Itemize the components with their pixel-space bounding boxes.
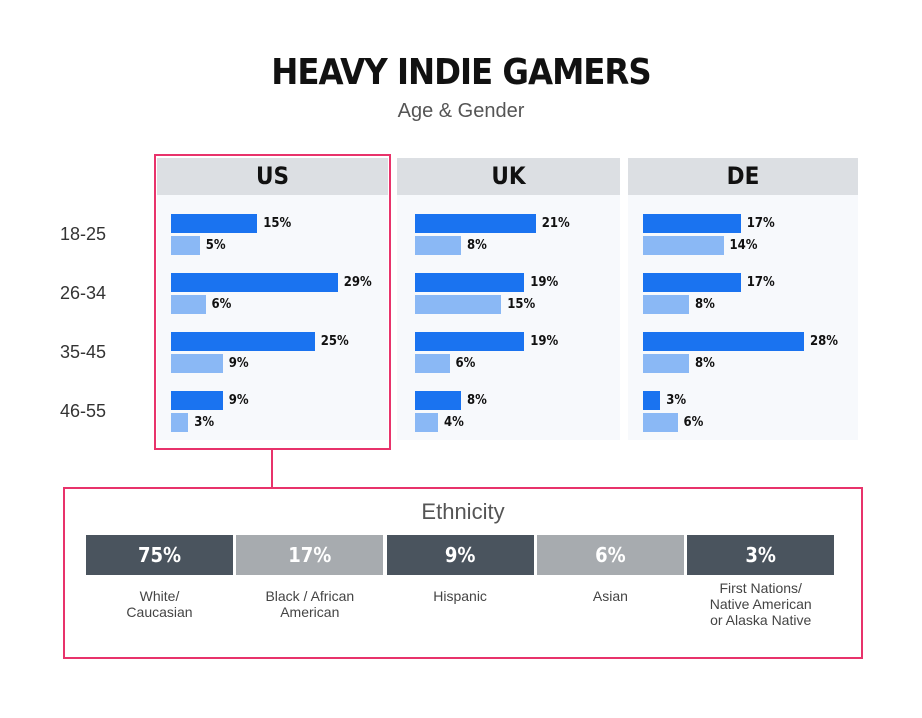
value-label: 9% [228,356,249,371]
value-label: 3% [666,393,687,408]
panel-header: US [157,158,388,195]
bar [643,273,741,292]
bar [643,214,741,233]
value-label: 8% [695,297,715,312]
bar [643,413,678,432]
stat-tile: 75% [86,535,233,575]
value-label: 25% [320,334,349,349]
age-label: 26-34 [60,283,107,303]
stat-tile: 6% [536,535,684,575]
value-label: 19% [530,275,559,290]
value-label: 15% [507,297,536,312]
bar [171,273,338,292]
value-label: 5% [205,238,226,253]
ethnicity-box [63,487,863,659]
bar [171,236,200,255]
stat-tile: 9% [386,535,534,575]
bar [171,214,258,233]
stat-label: Black / African American [265,588,355,620]
stat-label: First Nations/ Native American or Alaska… [709,580,812,628]
value-label: 28% [810,334,838,349]
stat-tile: 17% [236,535,384,575]
panel-header: UK [397,158,620,195]
value-label: 8% [467,393,487,408]
bar [171,332,315,351]
subtitle: Age & Gender [397,100,525,122]
title: HEAVY INDIE GAMERS [271,52,651,93]
value-label: 8% [467,238,487,253]
value-label: 19% [530,334,559,349]
bar [643,295,689,314]
bar [415,295,502,314]
value-label: 8% [695,356,715,371]
value-label: 17% [746,216,775,231]
ethnicity-title: Ethnicity [421,499,505,524]
bar [171,354,223,373]
bar [643,332,804,351]
value-label: 6% [683,415,704,430]
bar [415,273,525,292]
panel-bg [628,195,858,440]
value-label: 9% [228,393,249,408]
bar [415,354,450,373]
stat-tile: 3% [687,535,835,575]
panel-header: DE [628,158,858,195]
bar [171,295,206,314]
stat-label: White/ Caucasian [126,588,193,620]
bar [415,236,461,255]
connector [271,450,273,488]
value-label: 14% [729,238,758,253]
value-label: 3% [194,415,215,430]
bar [415,214,536,233]
value-label: 21% [541,216,570,231]
value-label: 6% [211,297,232,312]
bar [643,354,689,373]
bar [415,332,525,351]
bar [643,391,661,410]
age-label: 18-25 [60,224,107,244]
value-label: 4% [444,415,464,430]
stat-label: Asian [592,588,628,604]
bar [415,391,461,410]
bar [643,236,724,255]
bar [171,391,223,410]
value-label: 6% [455,356,476,371]
value-label: 17% [746,275,775,290]
stat-label: Hispanic [433,588,487,604]
age-label: 35-45 [60,342,107,362]
highlight-box [154,154,391,450]
value-label: 15% [263,216,292,231]
bar [415,413,438,432]
bar [171,413,189,432]
value-label: 29% [343,275,372,290]
age-label: 46-55 [60,401,107,421]
